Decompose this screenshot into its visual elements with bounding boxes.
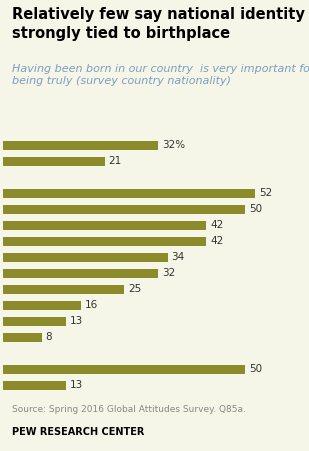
Bar [3,253,168,262]
Text: 50: 50 [249,204,262,214]
Text: Relatively few say national identity is
strongly tied to birthplace: Relatively few say national identity is … [12,7,309,41]
Text: 52: 52 [259,188,272,198]
Text: 42: 42 [210,220,223,230]
Text: 42: 42 [210,236,223,246]
Text: Source: Spring 2016 Global Attitudes Survey. Q85a.: Source: Spring 2016 Global Attitudes Sur… [12,405,246,414]
Text: 13: 13 [70,381,83,391]
Bar [3,285,124,294]
Bar [3,189,255,198]
Text: Having been born in our country  is very important for
being truly (survey count: Having been born in our country is very … [12,64,309,86]
Bar [3,141,158,150]
Bar [3,205,245,214]
Text: 50: 50 [249,364,262,374]
Text: 13: 13 [70,316,83,327]
Text: 21: 21 [109,156,122,166]
Text: 32%: 32% [162,140,185,150]
Text: 16: 16 [84,300,98,310]
Text: 32: 32 [162,268,175,278]
Text: 8: 8 [46,332,52,342]
Bar [3,301,81,310]
Bar [3,381,66,390]
Bar [3,317,66,326]
Bar [3,365,245,374]
Bar [3,157,105,166]
Bar [3,333,42,342]
Bar [3,237,206,246]
Text: 25: 25 [128,284,141,295]
Text: PEW RESEARCH CENTER: PEW RESEARCH CENTER [12,427,144,437]
Bar [3,269,158,278]
Text: 34: 34 [171,252,185,262]
Bar [3,221,206,230]
